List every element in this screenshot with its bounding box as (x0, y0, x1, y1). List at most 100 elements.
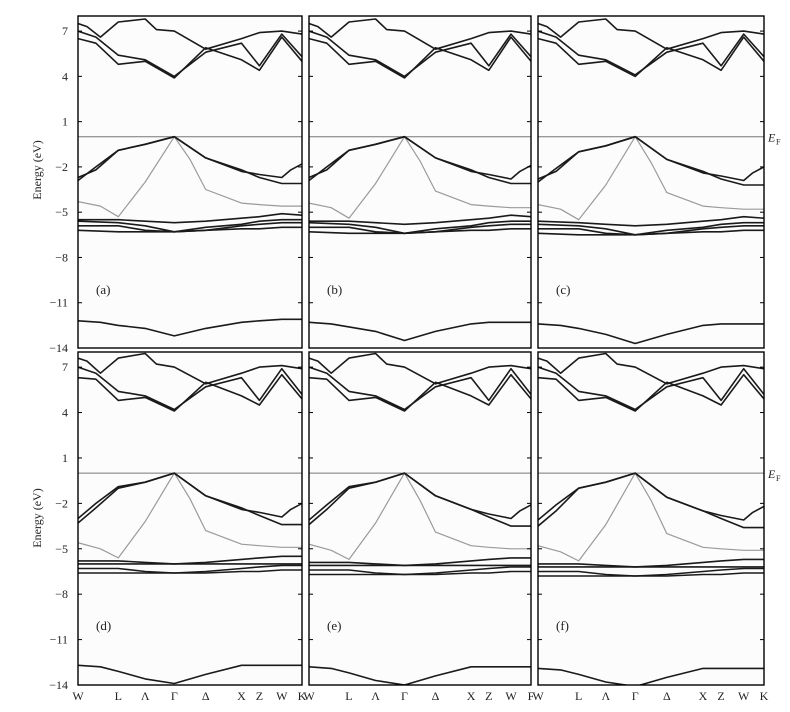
panel-frame (537, 15, 765, 349)
y-tick-label: 1 (62, 451, 68, 465)
y-tick-layer: 7 4 1 −2 −5 −8 −11 −14 7 4 1 −2 −5 −8 −11 −14 (49, 24, 68, 692)
band-line-b10 (78, 366, 302, 411)
band-line-b6 (538, 136, 764, 221)
band-line-b10 (538, 366, 764, 411)
panel-plot-area (309, 18, 531, 342)
k-point-label: Γ (171, 689, 178, 703)
panel-frame (537, 351, 765, 686)
band-line-b10 (309, 30, 531, 78)
k-point-label: L (115, 689, 122, 703)
band-line-b8 (309, 135, 531, 185)
band-line-b9 (538, 373, 764, 412)
y-tick-label: −14 (49, 341, 68, 355)
panel-a: (a) (77, 15, 303, 349)
band-line-b11 (78, 18, 302, 50)
fermi-symbol: E (767, 131, 776, 145)
panel-label: (d) (96, 618, 111, 633)
panel-frame (77, 15, 303, 349)
band-line-b8 (78, 135, 302, 185)
band-line-b11 (309, 352, 531, 385)
y-tick-label: 1 (62, 115, 68, 129)
band-line-b4 (78, 218, 302, 233)
band-line-b1 (538, 323, 764, 345)
band-line-b1 (78, 664, 302, 685)
panel-label: (f) (556, 618, 569, 633)
panel-b: (b) (308, 15, 532, 349)
fermi-subscript: F (776, 138, 781, 147)
k-point-label: X (237, 689, 246, 703)
band-line-b9 (78, 373, 302, 412)
band-line-b1 (309, 666, 531, 685)
y-tick-label: −11 (50, 633, 68, 647)
band-line-b10 (78, 30, 302, 78)
band-line-b5 (538, 558, 764, 568)
panel-frame (308, 351, 532, 686)
band-line-b10 (538, 30, 764, 76)
panel-c: (c) (537, 15, 765, 349)
k-point-label: W (505, 689, 517, 703)
y-tick-label: −2 (55, 160, 68, 174)
panel-frame (77, 351, 303, 686)
panel-background (309, 352, 531, 685)
k-point-label: F (528, 689, 535, 703)
band-line-b11 (78, 352, 302, 385)
band-line-b11 (538, 352, 764, 385)
panel-f: (f) (537, 351, 765, 686)
band-line-b11 (538, 18, 764, 50)
band-line-b11 (309, 18, 531, 50)
k-point-label: Z (717, 689, 724, 703)
k-point-label: Z (485, 689, 492, 703)
band-line-b1 (78, 318, 302, 337)
k-point-label: Δ (202, 689, 210, 703)
panel-label: (c) (556, 282, 570, 297)
band-line-b8 (538, 135, 764, 186)
band-line-b8 (538, 472, 764, 529)
k-point-label: W (738, 689, 750, 703)
k-point-label-layer: W L Λ Γ Δ X Z W KW L Λ Γ Δ X Z W FW L Λ Γ Δ X Z W K (72, 689, 768, 703)
panel-plot-area (78, 18, 302, 337)
k-point-label: W (303, 689, 315, 703)
band-line-b6 (309, 472, 531, 560)
y-tick-label: 7 (62, 24, 68, 38)
panel-label: (a) (96, 282, 110, 297)
k-point-label: W (72, 689, 84, 703)
band-line-b5 (309, 557, 531, 567)
k-point-label: X (699, 689, 708, 703)
k-point-label: X (467, 689, 476, 703)
band-line-b2 (538, 572, 764, 577)
panel-label: (e) (327, 618, 341, 633)
band-line-b3 (309, 566, 531, 576)
y-tick-label: −11 (50, 296, 68, 310)
y-tick-label: −8 (55, 587, 68, 601)
band-line-b3 (538, 225, 764, 236)
y-tick-label: −5 (55, 542, 68, 556)
panel-label: (b) (327, 282, 342, 297)
panel-e: (e) (308, 351, 532, 686)
band-line-b2 (309, 570, 531, 576)
fermi-subscript: F (776, 474, 781, 483)
band-line-b9 (309, 36, 531, 79)
band-line-b10 (309, 366, 531, 411)
y-tick-label: 4 (62, 406, 68, 420)
y-tick-label: 7 (62, 360, 68, 374)
panel-plot-area (538, 18, 764, 345)
y-tick-label: −14 (49, 678, 68, 692)
band-line-b9 (78, 36, 302, 79)
panel-background (538, 352, 764, 685)
k-point-label: Λ (141, 689, 150, 703)
y-tick-label: −2 (55, 496, 68, 510)
k-point-label: Λ (601, 689, 610, 703)
band-line-b6 (538, 472, 764, 562)
k-point-label: Δ (663, 689, 671, 703)
k-point-label: Δ (432, 689, 440, 703)
k-point-label: K (298, 689, 307, 703)
k-point-label: K (760, 689, 769, 703)
k-point-label: Γ (401, 689, 408, 703)
band-line-b2 (78, 569, 302, 574)
k-point-label: L (345, 689, 352, 703)
panel-plot-area (538, 352, 764, 685)
band-line-b6 (78, 472, 302, 559)
